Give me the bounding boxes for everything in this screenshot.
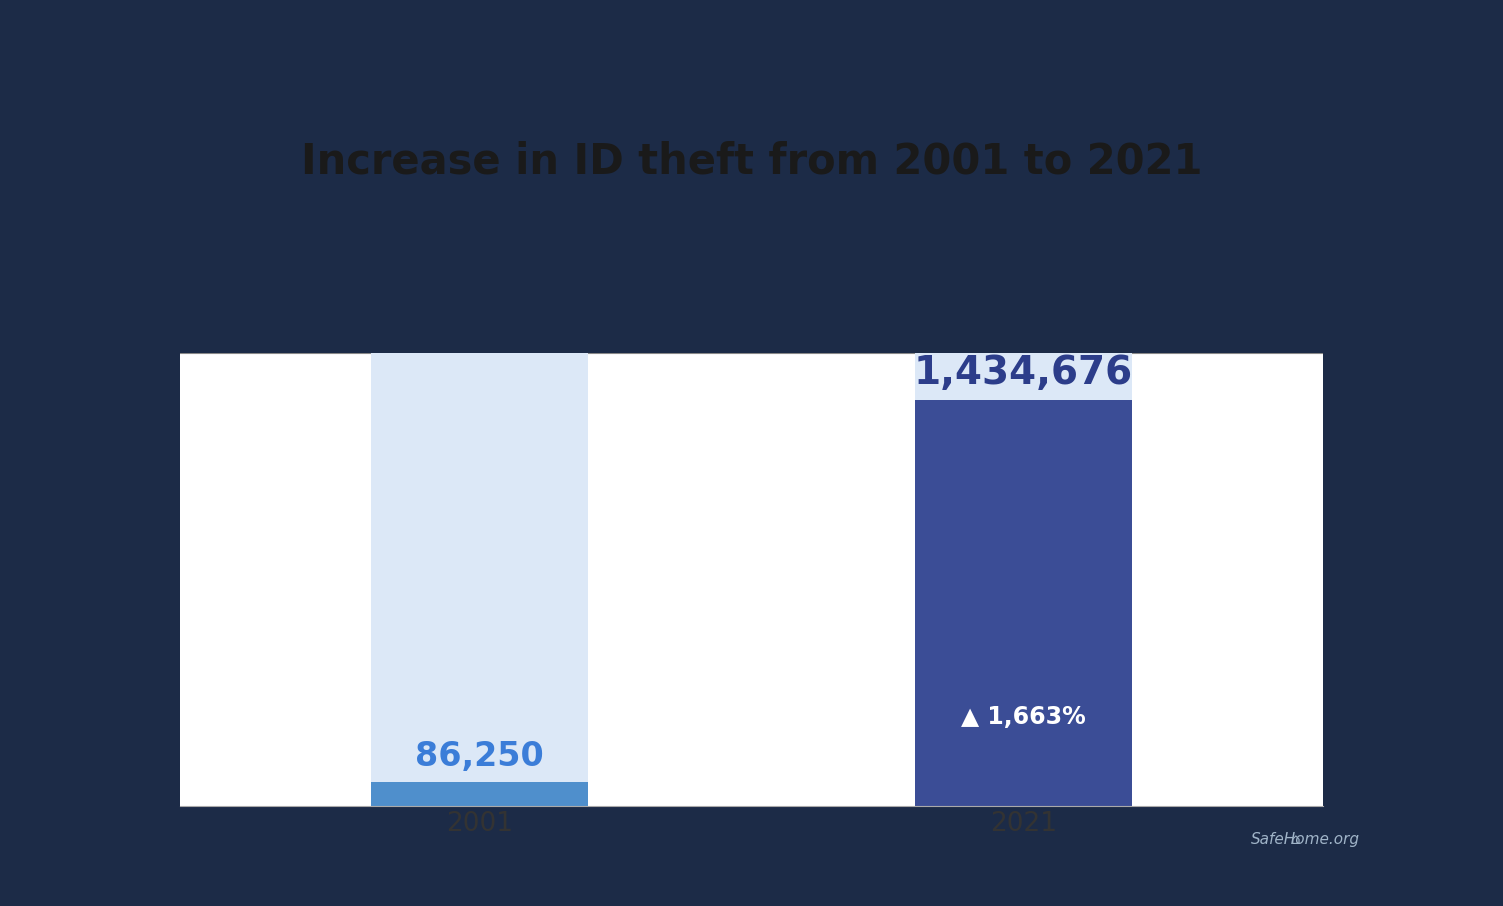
Text: 1,434,676: 1,434,676 [914,353,1133,391]
Bar [371,353,588,806]
Text: Increase in ID theft from 2001 to 2021: Increase in ID theft from 2001 to 2021 [301,140,1202,183]
Text: 86,250: 86,250 [415,740,544,774]
Text: ▲ 1,663%: ▲ 1,663% [960,705,1085,729]
Bar [371,782,588,806]
Text: SafeHome.org: SafeHome.org [1250,832,1360,847]
Bar [915,400,1132,806]
Text: ⌂: ⌂ [1291,832,1300,847]
Bar [915,353,1132,806]
